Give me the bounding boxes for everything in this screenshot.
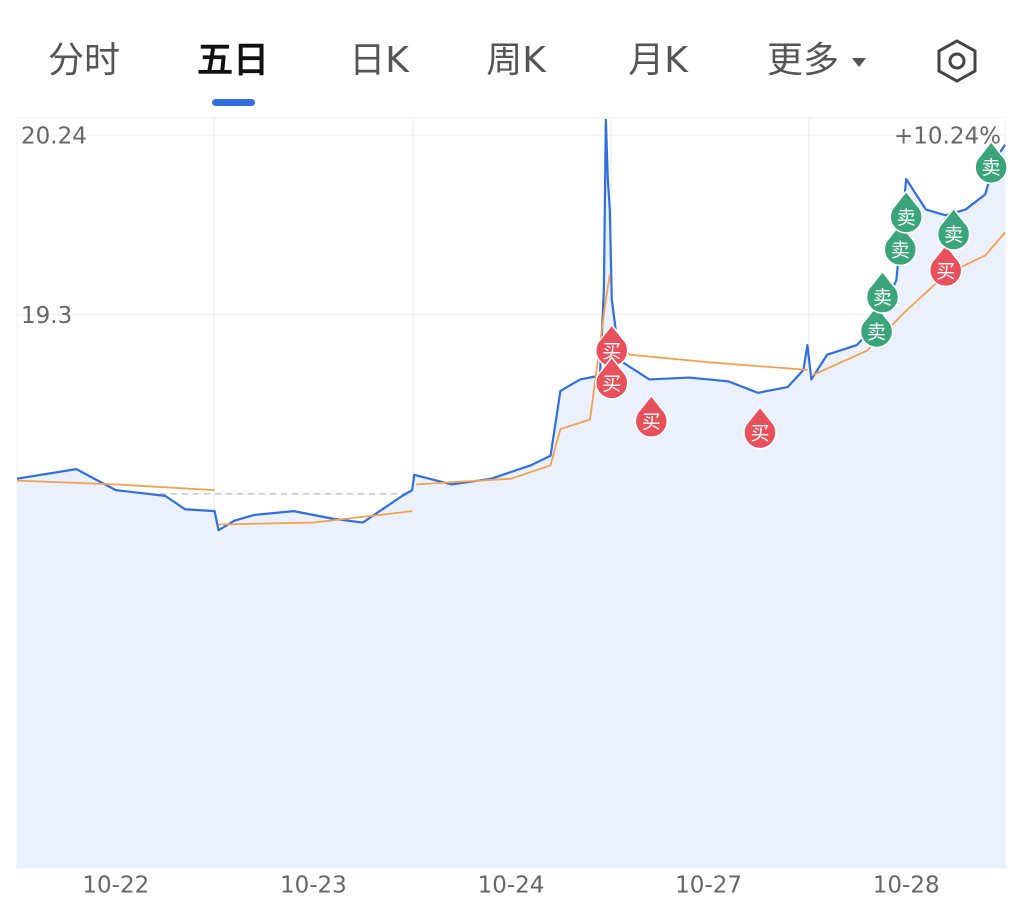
trade-badge <box>743 405 777 450</box>
dropdown-arrow <box>852 58 866 67</box>
trade-label: 买 <box>750 422 769 444</box>
tab[interactable]: 更多 <box>767 40 839 81</box>
trade-marker: 卖 <box>859 304 894 349</box>
x-tick-label: 10-22 <box>82 873 149 899</box>
y2-tick-label: +10.24% <box>894 124 1001 150</box>
series-line <box>16 479 215 492</box>
trade-marker: 卖 <box>883 222 918 267</box>
trade-label: 买 <box>936 260 955 282</box>
trade-badge <box>634 394 669 438</box>
trade-label: 卖 <box>873 287 892 309</box>
tab-active[interactable]: 五日 <box>197 40 269 81</box>
trade-label: 卖 <box>897 207 916 229</box>
trade-label: 卖 <box>867 321 886 343</box>
trade-marker: 卖 <box>974 140 1008 184</box>
trade-marker: 买 <box>595 356 629 400</box>
settings-icon[interactable] <box>937 39 977 83</box>
trade-badge <box>889 190 923 234</box>
x-tick-label: 10-28 <box>873 873 940 899</box>
x-tick-label: 10-24 <box>478 873 545 899</box>
x-tick-label: 10-27 <box>675 873 742 899</box>
tab[interactable]: 日K <box>349 40 410 81</box>
y-tick-label: 20.24 <box>21 124 87 150</box>
trade-marker: 买 <box>595 323 629 368</box>
trade-badge <box>595 356 629 400</box>
trade-badge <box>936 207 971 251</box>
trade-marker: 卖 <box>889 190 923 234</box>
tab[interactable]: 分时 <box>48 40 120 81</box>
trade-label: 买 <box>642 411 661 433</box>
trade-badge <box>865 270 900 314</box>
y-tick-label: 19.3 <box>21 303 72 329</box>
price-area <box>17 119 1005 869</box>
series-line <box>810 231 1006 377</box>
trade-label: 卖 <box>891 239 910 261</box>
trade-marker: 买 <box>634 394 669 438</box>
tab[interactable]: 月K <box>628 40 689 81</box>
trade-badge <box>859 304 894 349</box>
trade-badge <box>974 140 1008 184</box>
trade-badge <box>928 243 963 288</box>
trade-badge <box>883 222 918 267</box>
trade-marker: 买 <box>928 243 963 288</box>
x-tick-label: 10-23 <box>280 873 347 899</box>
trade-marker: 买 <box>743 405 777 450</box>
series-line <box>613 338 808 371</box>
trade-label: 买 <box>602 373 621 395</box>
trade-label: 卖 <box>944 224 963 246</box>
tab[interactable]: 周K <box>486 40 547 81</box>
series-line <box>416 274 611 486</box>
trade-marker: 卖 <box>865 270 900 314</box>
series-line <box>218 510 413 526</box>
trade-label: 卖 <box>982 157 1001 179</box>
trade-label: 买 <box>602 340 621 362</box>
trade-marker: 卖 <box>936 207 971 251</box>
tab-indicator <box>212 99 255 106</box>
